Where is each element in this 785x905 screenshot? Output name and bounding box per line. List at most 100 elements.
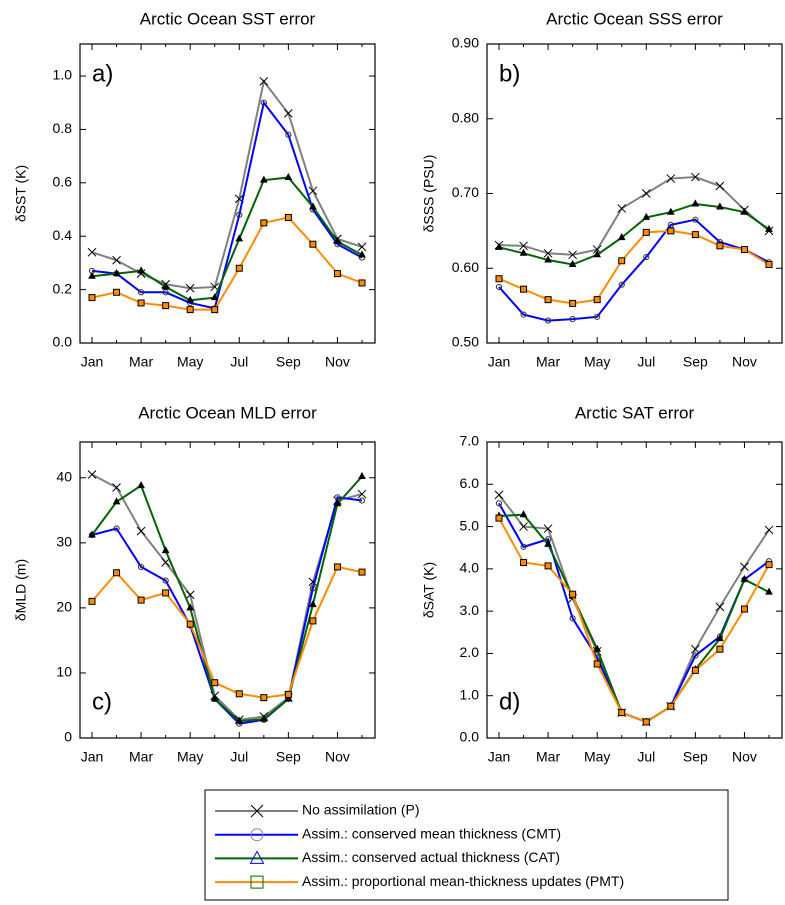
x-tick-label: Jan	[81, 749, 104, 765]
y-tick-label: 10	[56, 664, 72, 680]
x-tick-label: Mar	[536, 354, 560, 370]
x-tick-label: Mar	[129, 354, 153, 370]
marker	[519, 510, 528, 518]
marker	[691, 644, 700, 654]
marker	[594, 313, 601, 320]
marker	[112, 255, 121, 265]
marker	[593, 660, 601, 668]
marker	[309, 240, 317, 248]
marker	[210, 293, 219, 301]
marker	[235, 690, 243, 698]
x-tick-label: Jul	[637, 354, 655, 370]
plot-frame	[79, 43, 376, 344]
marker	[162, 589, 170, 597]
y-tick-label: 1.0	[53, 67, 73, 83]
y-tick-label: 0.4	[53, 227, 73, 243]
marker	[357, 489, 367, 499]
marker	[765, 561, 773, 569]
marker	[716, 634, 724, 642]
marker	[284, 694, 293, 702]
marker	[495, 283, 503, 291]
marker	[520, 311, 527, 318]
marker	[666, 174, 676, 183]
marker	[617, 204, 627, 213]
series-line	[498, 513, 770, 724]
marker	[88, 530, 96, 538]
marker	[691, 199, 700, 207]
marker	[211, 306, 219, 314]
marker	[136, 526, 146, 536]
x-tick-label: Nov	[732, 354, 757, 370]
marker	[309, 600, 317, 608]
legend-label: Assim.: conserved mean thickness (CMT)	[302, 825, 561, 841]
x-tick-label: Nov	[325, 354, 350, 370]
x-tick-label: May	[177, 749, 203, 765]
marker	[186, 295, 195, 303]
marker	[137, 596, 145, 604]
marker	[285, 131, 292, 138]
y-tick-label: 2.0	[460, 644, 480, 660]
marker	[137, 563, 145, 571]
x-tick-label: May	[584, 749, 610, 765]
marker	[520, 559, 528, 567]
marker	[593, 296, 601, 304]
marker	[642, 718, 650, 726]
y-tick-label: 0.50	[452, 334, 479, 350]
series-line	[91, 475, 363, 723]
marker	[495, 275, 503, 283]
series-line	[91, 565, 363, 699]
x-tick-label: Nov	[325, 749, 350, 765]
marker	[667, 702, 675, 710]
y-tick-label: 20	[56, 599, 72, 615]
marker	[519, 248, 528, 256]
series-line	[91, 473, 363, 721]
x-tick-label: May	[584, 354, 610, 370]
marker	[642, 228, 650, 236]
marker	[309, 585, 317, 592]
y-tick-label: 0.0	[53, 334, 73, 350]
legend-marker	[249, 850, 265, 864]
marker	[543, 248, 553, 258]
marker	[520, 543, 527, 550]
marker	[495, 514, 503, 522]
y-tick-label: 40	[56, 468, 72, 484]
x-tick-label: Sep	[276, 354, 301, 370]
chart-title: Arctic Ocean SSS error	[546, 9, 723, 28]
marker	[87, 247, 97, 257]
y-tick-label: 0.70	[452, 184, 479, 200]
marker	[162, 289, 169, 296]
panel-label: a)	[92, 60, 113, 87]
marker	[519, 522, 528, 531]
marker	[137, 481, 145, 489]
marker	[309, 617, 317, 625]
marker	[765, 587, 773, 595]
marker	[667, 227, 675, 235]
panel-label: b)	[499, 60, 520, 87]
marker	[691, 231, 699, 239]
plot-frame	[79, 441, 376, 739]
marker	[161, 282, 170, 290]
marker	[137, 299, 145, 307]
marker	[764, 525, 774, 535]
marker	[284, 172, 293, 180]
marker	[162, 577, 169, 584]
marker	[235, 264, 243, 272]
marker	[358, 279, 366, 287]
plot-frame	[486, 441, 783, 739]
x-tick-label: Nov	[732, 749, 757, 765]
series-line	[91, 496, 363, 725]
legend-marker	[250, 828, 264, 842]
marker	[186, 603, 195, 611]
marker	[185, 590, 195, 600]
marker	[260, 99, 267, 106]
marker	[716, 242, 724, 250]
marker	[666, 207, 675, 215]
marker	[715, 181, 725, 191]
y-axis-label: δMLD (m)	[13, 559, 29, 621]
marker	[235, 234, 244, 242]
legend-label: Assim.: conserved actual thickness (CAT)	[302, 849, 560, 865]
marker	[112, 269, 121, 277]
y-tick-label: 0.90	[452, 35, 479, 51]
y-tick-label: 7.0	[460, 433, 480, 449]
